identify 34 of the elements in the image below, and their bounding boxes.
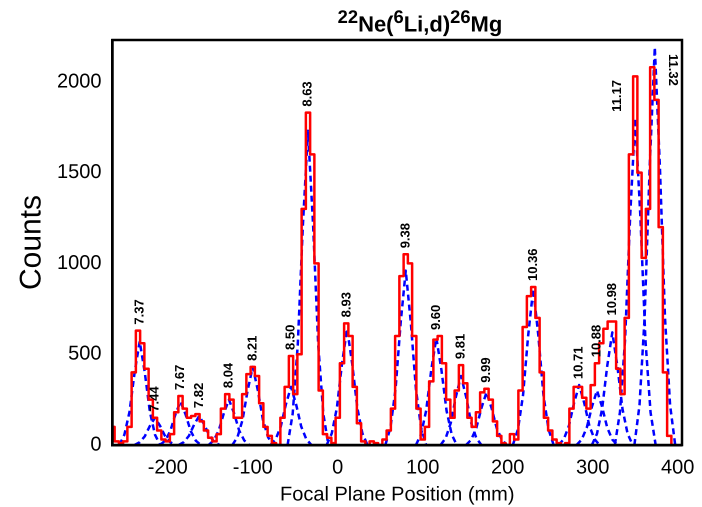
annotation: 10.36 — [524, 248, 540, 281]
annotation: 8.04 — [220, 362, 236, 388]
annotation: 8.21 — [244, 336, 260, 361]
annotation: 9.99 — [478, 357, 494, 383]
y-tick-label: 500 — [68, 342, 102, 365]
annotation: 8.63 — [300, 81, 315, 107]
y-tick-label: 1500 — [56, 161, 102, 184]
x-tick-label: 400 — [661, 456, 694, 479]
x-axis-title: Focal Plane Position (mm) — [280, 484, 515, 506]
annotation: 7.37 — [131, 299, 146, 325]
chart-title: $^{22}$Ne($^{6}$Li,d)$^{26}$Mg — [336, 6, 504, 38]
annotation: 10.88 — [588, 324, 604, 358]
annotation: 9.60 — [428, 304, 443, 330]
y-tick-label: 0 — [90, 434, 102, 456]
y-axis-title: Counts — [14, 194, 48, 290]
y-tick-label: 2000 — [56, 70, 102, 92]
annotation: 11.32 — [666, 54, 682, 86]
y-tick-label: 1000 — [56, 252, 102, 274]
annotation: 7.82 — [190, 382, 206, 408]
x-tick-label: -100 — [232, 456, 273, 479]
x-tick-label: -200 — [148, 456, 188, 479]
annotation: 9.38 — [397, 222, 412, 248]
annotation: 10.98 — [604, 282, 619, 316]
x-tick-label: 0 — [332, 456, 344, 479]
x-tick-label: 200 — [491, 456, 524, 479]
annotation: 10.71 — [570, 346, 586, 380]
annotation: 7.44 — [146, 386, 162, 412]
x-tick-label: 300 — [576, 456, 610, 479]
annotation: 8.93 — [338, 292, 354, 318]
annotation: 9.81 — [452, 334, 468, 360]
annotation: 7.67 — [172, 364, 188, 390]
annotation: 11.17 — [608, 80, 624, 112]
x-tick-label: 100 — [406, 456, 440, 479]
annotation: 8.50 — [282, 324, 298, 350]
